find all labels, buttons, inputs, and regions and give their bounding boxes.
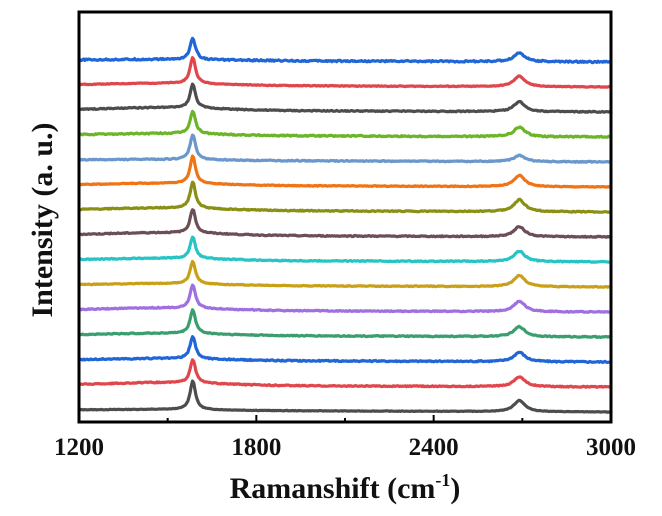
series-line-spectrum-10 <box>77 154 613 189</box>
x-tick-label: 1800 <box>231 434 281 461</box>
series-line-spectrum-15 <box>77 36 613 65</box>
series-line-spectrum-6 <box>77 259 613 289</box>
series-line-spectrum-5 <box>77 283 613 314</box>
x-tick-label: 2400 <box>409 434 459 461</box>
x-axis-title: Ramanshift (cm-1) <box>230 470 461 505</box>
x-tick-labels: 1200 1800 2400 3000 <box>54 434 636 461</box>
y-axis-title: Intensity (a. u.) <box>26 122 59 317</box>
series-line-spectrum-2 <box>77 358 613 389</box>
x-ticks <box>78 415 612 422</box>
series-line-spectrum-7 <box>77 235 613 264</box>
series-line-spectrum-4 <box>77 308 613 339</box>
x-axis-title-text: Ramanshift (cm <box>230 472 436 505</box>
series-line-spectrum-3 <box>77 335 613 365</box>
x-axis-title-close: ) <box>450 472 460 505</box>
series-line-spectrum-13 <box>77 82 613 114</box>
series-line-spectrum-1 <box>77 379 613 414</box>
series-line-spectrum-11 <box>77 133 613 164</box>
x-tick-label: 3000 <box>586 434 636 461</box>
series-line-spectrum-14 <box>77 56 613 89</box>
series-line-spectrum-12 <box>77 109 613 139</box>
series-line-spectrum-8 <box>77 208 613 239</box>
x-axis-title-superscript: -1 <box>435 470 450 490</box>
spectra-group <box>77 36 613 414</box>
x-tick-label: 1200 <box>54 434 104 461</box>
series-line-spectrum-9 <box>77 180 613 214</box>
